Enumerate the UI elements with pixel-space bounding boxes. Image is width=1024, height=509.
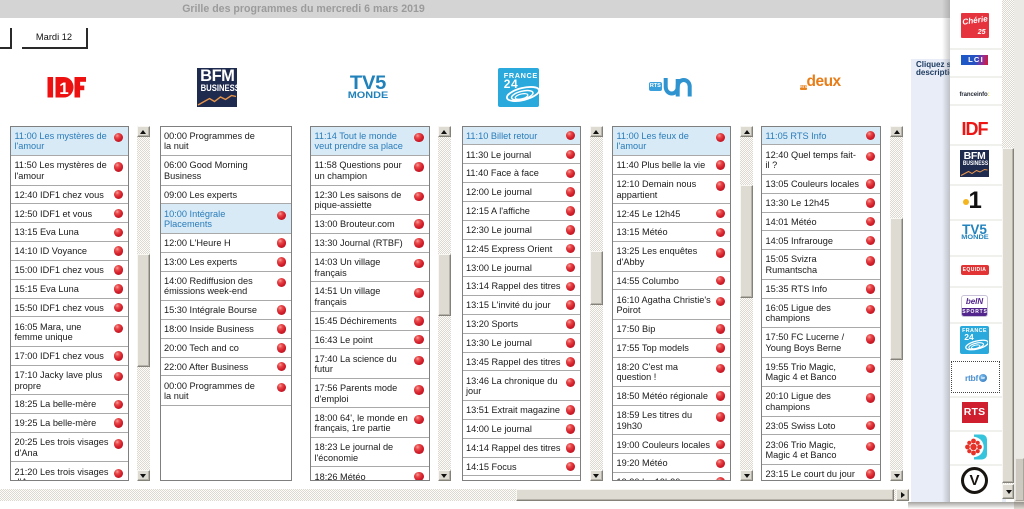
svg-text:1: 1 <box>59 78 68 97</box>
